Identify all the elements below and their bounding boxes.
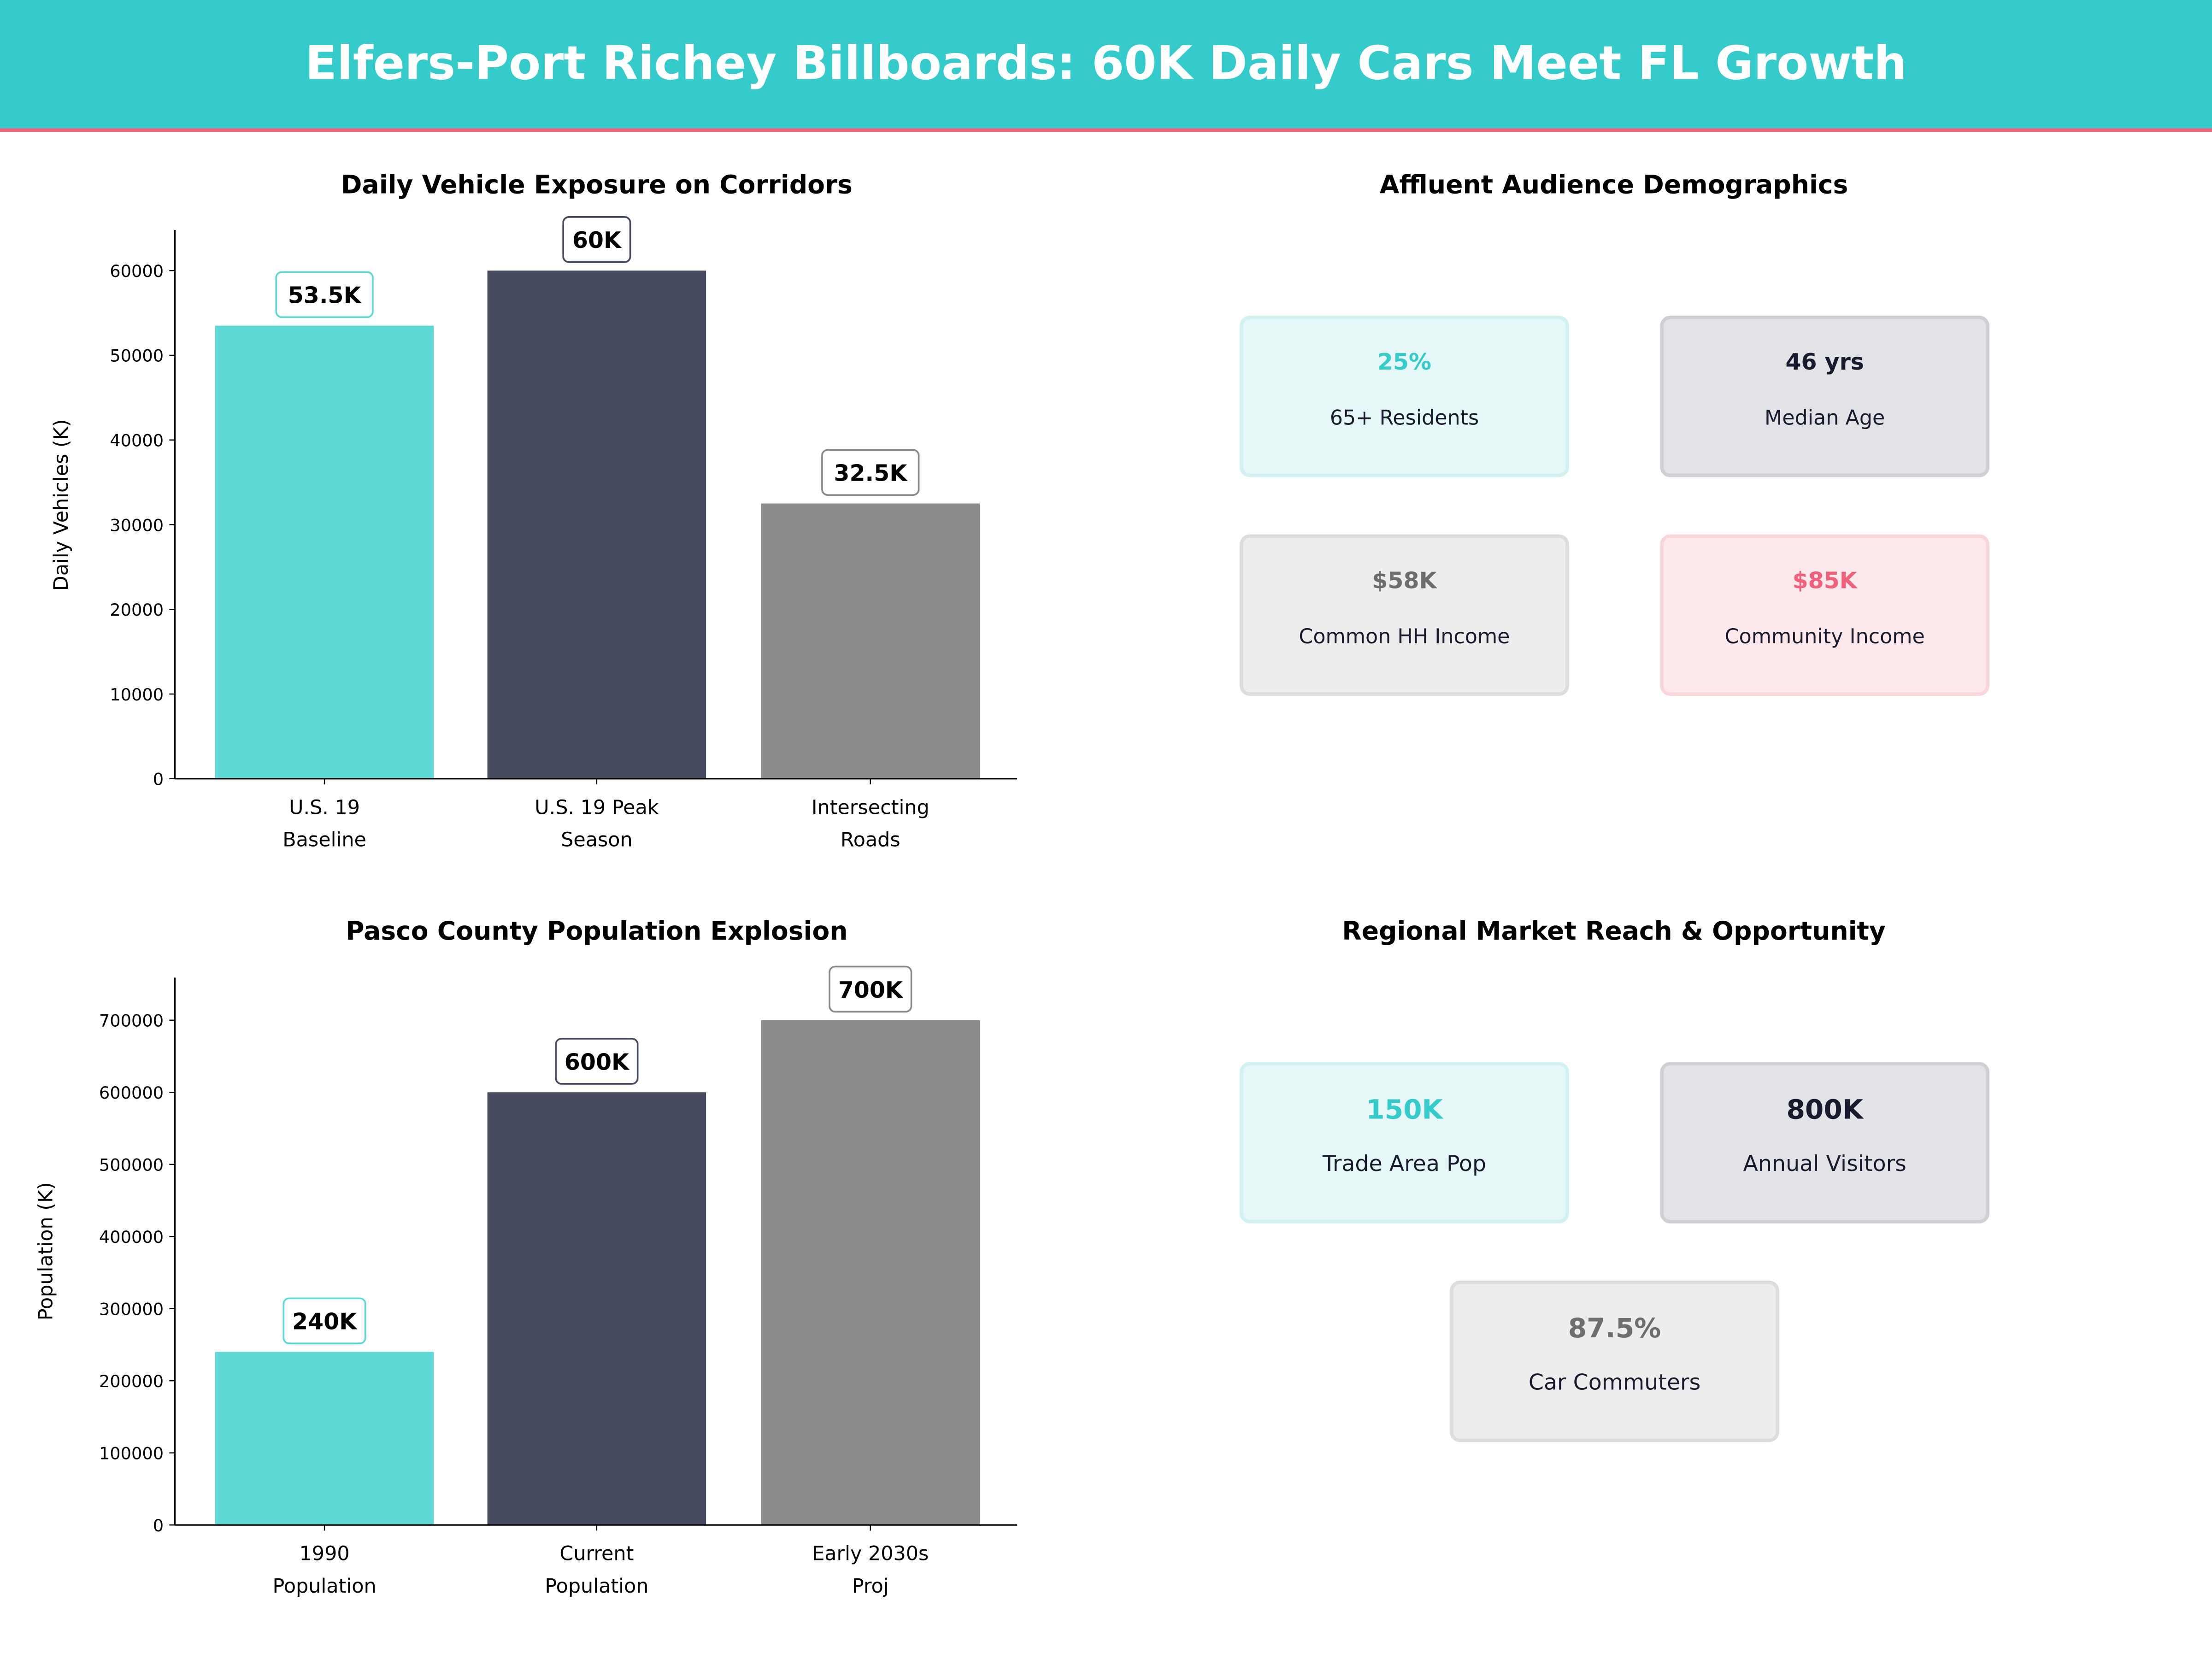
data-label-box xyxy=(829,965,912,1013)
y-tick-label: 10000 xyxy=(110,685,164,705)
vehicle-exposure-chart: Daily Vehicle Exposure on Corridors 53.5… xyxy=(50,170,1018,852)
x-tick-label: U.S. 19 Peak xyxy=(535,796,659,819)
stat-value: $85K xyxy=(1793,568,1858,594)
header-rule xyxy=(0,128,2212,132)
stat-value: 800K xyxy=(1786,1094,1864,1125)
bar xyxy=(761,1020,980,1525)
bar xyxy=(215,325,434,779)
chart-title: Daily Vehicle Exposure on Corridors xyxy=(341,170,853,199)
stat-card: $85K Community Income xyxy=(1660,534,1990,696)
x-tick-label: Current xyxy=(559,1542,634,1565)
data-label-box xyxy=(275,271,374,318)
stat-card: 25% 65+ Residents xyxy=(1240,315,1569,477)
y-tick-label: 20000 xyxy=(110,600,164,620)
bar xyxy=(761,503,980,779)
stat-value: 87.5% xyxy=(1568,1312,1661,1344)
data-label: 32.5K xyxy=(834,460,908,487)
stat-label: Median Age xyxy=(1765,406,1885,429)
y-tick-label: 50000 xyxy=(110,346,164,366)
stat-label: Trade Area Pop xyxy=(1322,1151,1486,1177)
market-title: Regional Market Reach & Opportunity xyxy=(1342,916,1886,946)
page-title: Elfers-Port Richey Billboards: 60K Daily… xyxy=(305,35,1907,90)
x-tick-label: Proj xyxy=(852,1575,889,1598)
data-label-box xyxy=(555,1038,639,1085)
x-tick-label: Population xyxy=(545,1575,648,1598)
x-tick-label: Intersecting xyxy=(812,796,930,819)
bar xyxy=(487,271,706,779)
x-tick-label: Baseline xyxy=(282,829,366,852)
stat-label: Community Income xyxy=(1725,625,1925,648)
y-axis-label: Population (K) xyxy=(34,1182,57,1320)
demographics-cards: 25% 65+ Residents 46 yrs Median Age $58K Comm… xyxy=(1240,315,1990,696)
y-axis-label: Daily Vehicles (K) xyxy=(50,419,73,591)
data-label: 60K xyxy=(572,227,622,253)
stat-card: $58K Common HH Income xyxy=(1240,534,1569,696)
stat-card: 46 yrs Median Age xyxy=(1660,315,1990,477)
stat-value: $58K xyxy=(1372,568,1437,594)
stat-card: 87.5% Car Commuters xyxy=(1450,1280,1779,1442)
x-tick-label: U.S. 19 xyxy=(289,796,360,819)
y-tick-label: 100000 xyxy=(99,1443,164,1463)
data-label: 53.5K xyxy=(288,282,362,309)
data-label: 600K xyxy=(565,1049,630,1075)
header-banner xyxy=(0,0,2212,129)
data-label-box xyxy=(282,1297,366,1345)
stat-value: 46 yrs xyxy=(1785,349,1864,375)
market-cards: 150K Trade Area Pop 800K Annual Visitors 87.… xyxy=(1240,1062,1990,1442)
demographics-title: Affluent Audience Demographics xyxy=(1380,170,1848,199)
data-label-box xyxy=(821,449,920,496)
y-tick-label: 0 xyxy=(153,770,164,789)
stat-value: 25% xyxy=(1377,349,1431,375)
chart-title: Pasco County Population Explosion xyxy=(346,916,847,946)
y-tick-label: 40000 xyxy=(110,430,164,450)
data-label-box xyxy=(562,216,631,263)
bar xyxy=(215,1352,434,1525)
y-tick-label: 30000 xyxy=(110,515,164,535)
y-tick-label: 600000 xyxy=(99,1083,164,1103)
y-tick-label: 300000 xyxy=(99,1299,164,1319)
y-tick-label: 400000 xyxy=(99,1227,164,1247)
stat-label: Common HH Income xyxy=(1299,625,1510,648)
stat-label: 65+ Residents xyxy=(1330,406,1479,429)
population-chart: Pasco County Population Explosion 240K 19… xyxy=(34,916,1018,1598)
stat-card: 150K Trade Area Pop xyxy=(1240,1062,1569,1224)
bar xyxy=(487,1092,706,1525)
stat-label: Car Commuters xyxy=(1529,1370,1700,1395)
y-tick-label: 0 xyxy=(153,1516,164,1535)
data-label: 700K xyxy=(838,977,904,1003)
x-tick-label: Population xyxy=(273,1575,377,1598)
y-tick-label: 700000 xyxy=(99,1011,164,1031)
stat-card: 800K Annual Visitors xyxy=(1660,1062,1990,1224)
stat-label: Annual Visitors xyxy=(1743,1151,1906,1177)
y-tick-label: 200000 xyxy=(99,1371,164,1391)
x-tick-label: Early 2030s xyxy=(812,1542,929,1565)
y-tick-label: 500000 xyxy=(99,1155,164,1175)
data-label: 240K xyxy=(292,1309,358,1335)
x-tick-label: Season xyxy=(561,829,632,852)
y-tick-label: 60000 xyxy=(110,261,164,281)
x-tick-label: Roads xyxy=(841,829,900,852)
x-tick-label: 1990 xyxy=(300,1542,350,1565)
stat-value: 150K xyxy=(1366,1094,1443,1125)
